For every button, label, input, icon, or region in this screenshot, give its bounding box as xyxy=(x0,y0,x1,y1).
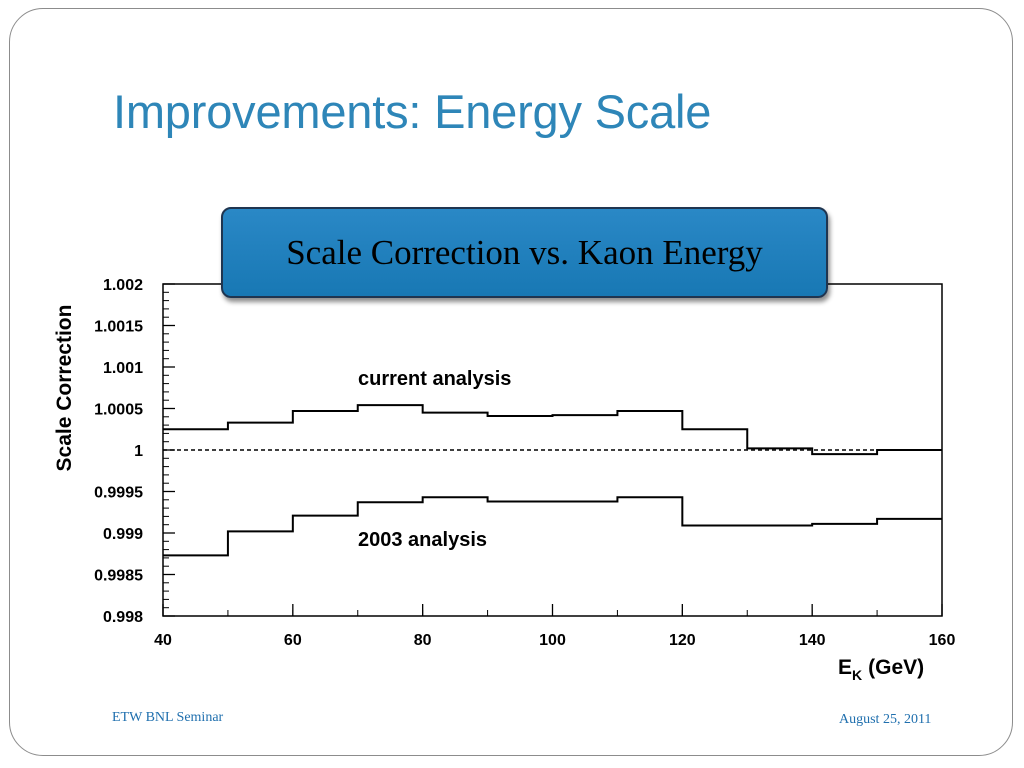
y-tick-label: 1.0015 xyxy=(94,319,143,336)
series-line-2003 xyxy=(163,496,942,557)
slide-frame xyxy=(9,8,1013,756)
x-tick-label: 80 xyxy=(414,632,432,649)
x-axis-label: EK (GeV) xyxy=(838,656,924,683)
y-tick-label: 1.001 xyxy=(103,360,143,377)
slide-title: Improvements: Energy Scale xyxy=(113,85,712,138)
series-label-2003: 2003 analysis xyxy=(358,529,487,551)
x-tick-label: 120 xyxy=(669,632,696,649)
y-tick-label: 0.998 xyxy=(103,609,143,626)
x-tick-label: 100 xyxy=(539,632,566,649)
footer-event-name: ETW BNL Seminar xyxy=(112,710,224,725)
y-tick-label: 1 xyxy=(134,443,143,460)
footer-date: August 25, 2011 xyxy=(839,712,932,727)
chart-plot-area: 1.002 1.0015 1.001 1.0005 1 0.9995 0.999 0.9985… xyxy=(53,277,955,683)
series-line-current xyxy=(163,404,942,456)
x-tick-label: 160 xyxy=(929,632,956,649)
x-tick-label: 60 xyxy=(284,632,302,649)
y-axis-label: Scale Correction xyxy=(53,305,76,472)
series-label-current: current analysis xyxy=(358,368,511,390)
y-tick-label: 0.999 xyxy=(103,526,143,543)
chart-title-callout: Scale Correction vs. Kaon Energy xyxy=(221,207,828,298)
plot-frame xyxy=(162,283,943,617)
x-tick-label: 40 xyxy=(154,632,172,649)
x-tick-label: 140 xyxy=(799,632,826,649)
y-tick-label: 0.9985 xyxy=(94,568,143,585)
y-tick-label: 1.0005 xyxy=(94,402,143,419)
y-tick-label: 1.002 xyxy=(103,277,143,294)
y-tick-label: 0.9995 xyxy=(94,485,143,502)
